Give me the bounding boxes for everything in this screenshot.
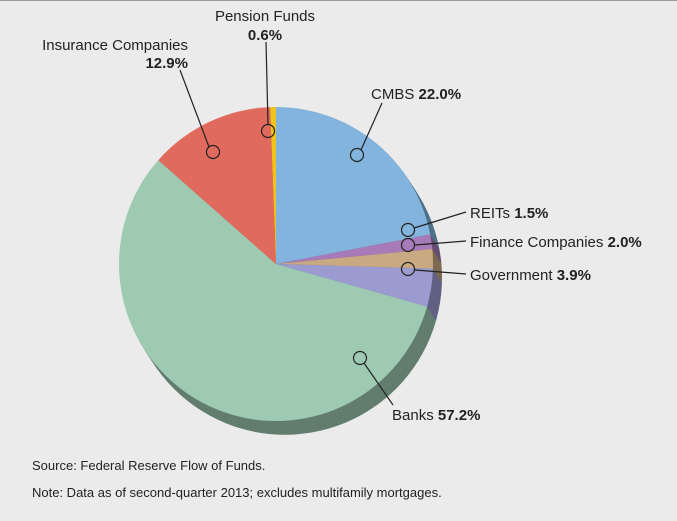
label-value: 2.0% — [608, 234, 642, 251]
leaders — [179, 41, 467, 406]
label-finance: Finance Companies 2.0% — [470, 234, 642, 251]
slice — [276, 248, 433, 269]
label-insurance-name: Insurance Companies — [42, 37, 188, 54]
label-value: 1.5% — [514, 205, 548, 222]
label-name: Government — [470, 267, 553, 284]
label-cmbs: CMBS 22.0% — [371, 86, 461, 103]
label-government: Government 3.9% — [470, 267, 591, 284]
source: Source: Federal Reserve Flow of Funds. — [32, 458, 265, 473]
pie — [118, 107, 442, 435]
slice — [270, 107, 276, 264]
label-name: Banks — [392, 407, 434, 424]
label-pension-name: Pension Funds — [215, 8, 315, 25]
label-value: 3.9% — [557, 267, 591, 284]
slice — [276, 234, 433, 264]
slice — [276, 107, 431, 264]
slice — [118, 160, 428, 422]
label-value: 57.2% — [438, 407, 481, 424]
label-name: REITs — [470, 205, 510, 222]
label-value: 22.0% — [419, 86, 462, 103]
label-pension-value: 0.6% — [248, 27, 282, 44]
label-reits: REITs 1.5% — [470, 205, 548, 222]
label-banks: Banks 57.2% — [392, 407, 480, 424]
slice — [276, 264, 433, 307]
label-insurance-value: 12.9% — [145, 55, 188, 72]
label-name: CMBS — [371, 86, 414, 103]
note: Note: Data as of second-quarter 2013; ex… — [32, 485, 442, 500]
slice — [158, 107, 276, 264]
label-name: Finance Companies — [470, 234, 603, 251]
